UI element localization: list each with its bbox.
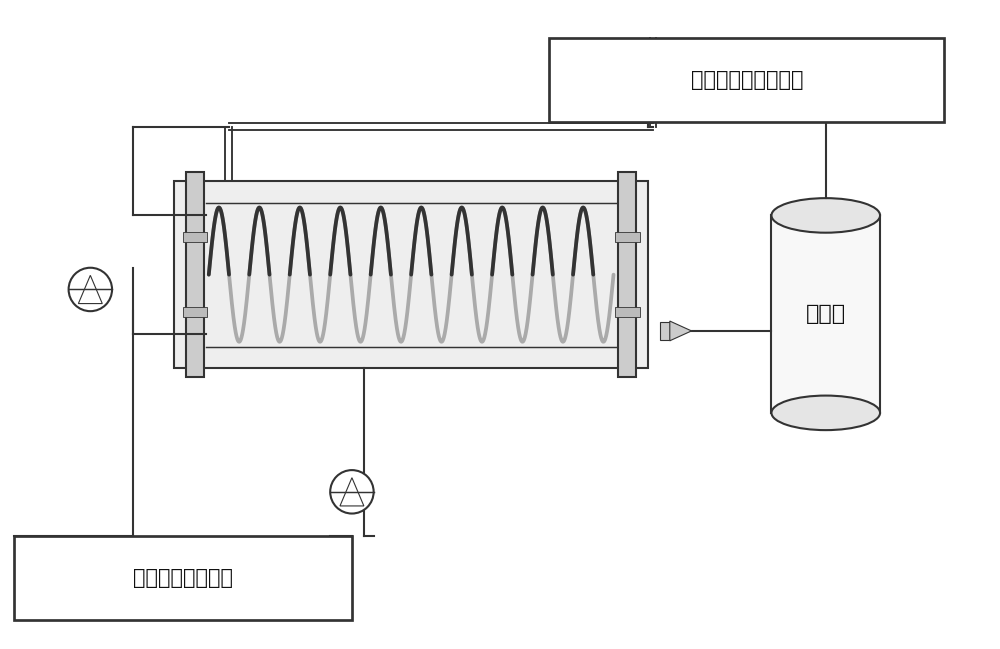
Bar [660,322,670,340]
Bar [186,172,204,377]
Bar [183,307,207,317]
Bar [183,232,207,242]
Bar [615,232,640,242]
Text: 喷火保障车载打气泵: 喷火保障车载打气泵 [691,69,803,90]
Ellipse shape [771,198,880,233]
Circle shape [330,470,374,513]
Ellipse shape [771,396,880,430]
Bar [174,181,648,369]
Bar [14,536,352,620]
Polygon shape [670,321,692,341]
Bar [615,307,640,317]
Bar [618,172,636,377]
Text: 喷火保障车发动机: 喷火保障车发动机 [133,569,233,588]
Bar [549,38,944,121]
Bar [771,215,880,413]
Text: 调油罐: 调油罐 [806,304,846,324]
Circle shape [69,268,112,311]
